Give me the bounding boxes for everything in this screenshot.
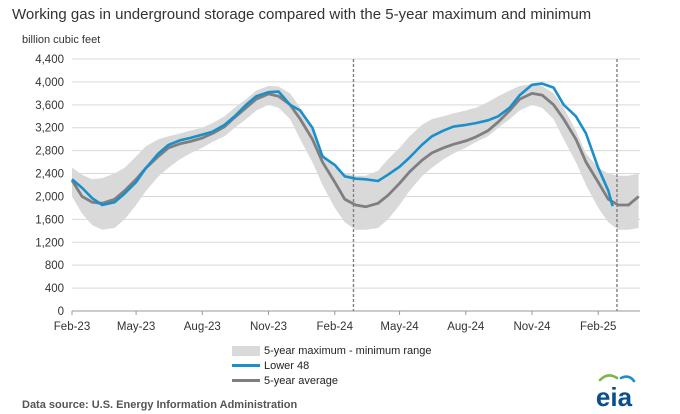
legend: 5-year maximum - minimum range Lower 48 … <box>232 343 431 388</box>
y-tick-label: 3,600 <box>35 100 64 112</box>
legend-swatch-range <box>232 345 260 356</box>
legend-label-average: 5-year average <box>264 374 338 387</box>
legend-item-range: 5-year maximum - minimum range <box>232 343 431 358</box>
y-tick-label: 2,000 <box>35 191 64 203</box>
chart-title: Working gas in underground storage compa… <box>12 6 592 23</box>
legend-label-range: 5-year maximum - minimum range <box>264 344 432 357</box>
x-tick-label: Feb-23 <box>54 321 90 333</box>
x-tick-label: Aug-23 <box>184 321 221 333</box>
x-tick-label: May-24 <box>380 321 419 333</box>
eia-logo-icon: eia <box>596 374 636 412</box>
data-source-note: Data source: U.S. Energy Information Adm… <box>22 399 298 411</box>
y-axis-unit-label: billion cubic feet <box>22 34 101 46</box>
y-tick-label: 1,600 <box>35 214 64 226</box>
x-tick-label: Aug-24 <box>447 321 485 333</box>
legend-swatch-lower48 <box>232 364 260 367</box>
x-tick-label: May-23 <box>117 321 155 333</box>
y-tick-label: 2,400 <box>35 169 64 181</box>
y-tick-label: 400 <box>45 283 64 295</box>
y-tick-label: 4,000 <box>35 77 64 89</box>
x-tick-label: Feb-24 <box>317 321 354 333</box>
y-tick-label: 1,200 <box>35 237 64 249</box>
legend-item-lower48: Lower 48 <box>232 358 431 373</box>
logo-text: eia <box>596 382 633 412</box>
x-tick-label: Feb-25 <box>580 321 616 333</box>
legend-swatch-average <box>232 379 260 382</box>
series-line-average <box>70 92 640 209</box>
y-tick-label: 4,400 <box>35 54 64 66</box>
legend-item-average: 5-year average <box>232 373 431 388</box>
y-tick-label: 2,800 <box>35 146 64 158</box>
series-line-lower48 <box>71 82 614 207</box>
x-tick-label: Nov-24 <box>513 321 551 333</box>
y-tick-label: 0 <box>58 306 64 318</box>
y-tick-label: 800 <box>45 260 64 272</box>
legend-label-lower48: Lower 48 <box>264 359 310 372</box>
range-band <box>72 84 639 230</box>
x-tick-label: Nov-23 <box>250 321 287 333</box>
y-tick-label: 3,200 <box>35 123 64 135</box>
